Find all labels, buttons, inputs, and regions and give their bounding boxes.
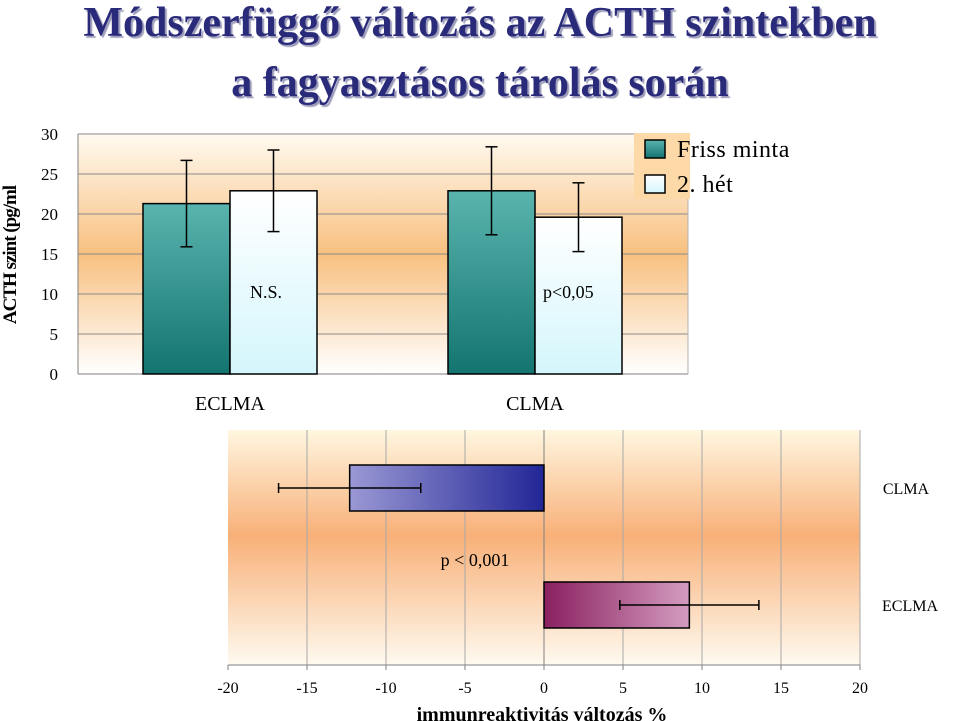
y-tick-label: 0 (50, 365, 59, 384)
chart-title-line-2: a fagyasztásos tárolás során (231, 60, 729, 106)
x-category-label: ECLMA (195, 393, 266, 415)
acth-bar-chart: 0 5 10 15 20 25 30 ACTH szint (pg/ml ECLMA CLMA N.… (0, 125, 790, 415)
y-category-label: CLMA (883, 481, 930, 498)
y-category-label: ECLMA (882, 598, 938, 615)
x-category-label: CLMA (506, 393, 564, 415)
x-tick-label: 0 (540, 680, 548, 697)
legend-swatch (644, 174, 666, 194)
chart-title-line-1: Módszerfüggő változás az ACTH szintekben (83, 0, 877, 46)
x-tick-label: -5 (458, 680, 471, 697)
legend-label: 2. hét (677, 172, 733, 198)
x-tick-label: 15 (773, 680, 789, 697)
y-tick-label: 15 (41, 245, 58, 264)
y-tick-label: 25 (41, 165, 58, 184)
x-tick-label: -10 (375, 680, 396, 697)
y-tick-label: 5 (50, 325, 59, 344)
y-tick-label: 20 (41, 205, 58, 224)
x-axis-label: immunreaktivitás változás % (417, 704, 668, 721)
legend-swatch (644, 139, 666, 159)
annotation-p: p < 0,001 (441, 550, 510, 570)
x-tick-label: 20 (852, 680, 868, 697)
annotation-ns: N.S. (250, 282, 282, 302)
immunoreactivity-change-chart: -20 -15 -10 -5 0 5 10 15 20 CLMA ECLMA p < 0,001 imm… (217, 430, 938, 721)
y-axis-label: ACTH szint (pg/ml (0, 185, 21, 324)
x-tick-label: 5 (619, 680, 627, 697)
legend-label: Friss minta (677, 137, 790, 163)
x-tick-label: -15 (296, 680, 317, 697)
annotation-p: p<0,05 (543, 282, 594, 302)
y-tick-label: 30 (41, 125, 58, 144)
x-tick-label: 10 (694, 680, 710, 697)
y-tick-label: 10 (41, 285, 58, 304)
x-tick-label: -20 (217, 680, 238, 697)
